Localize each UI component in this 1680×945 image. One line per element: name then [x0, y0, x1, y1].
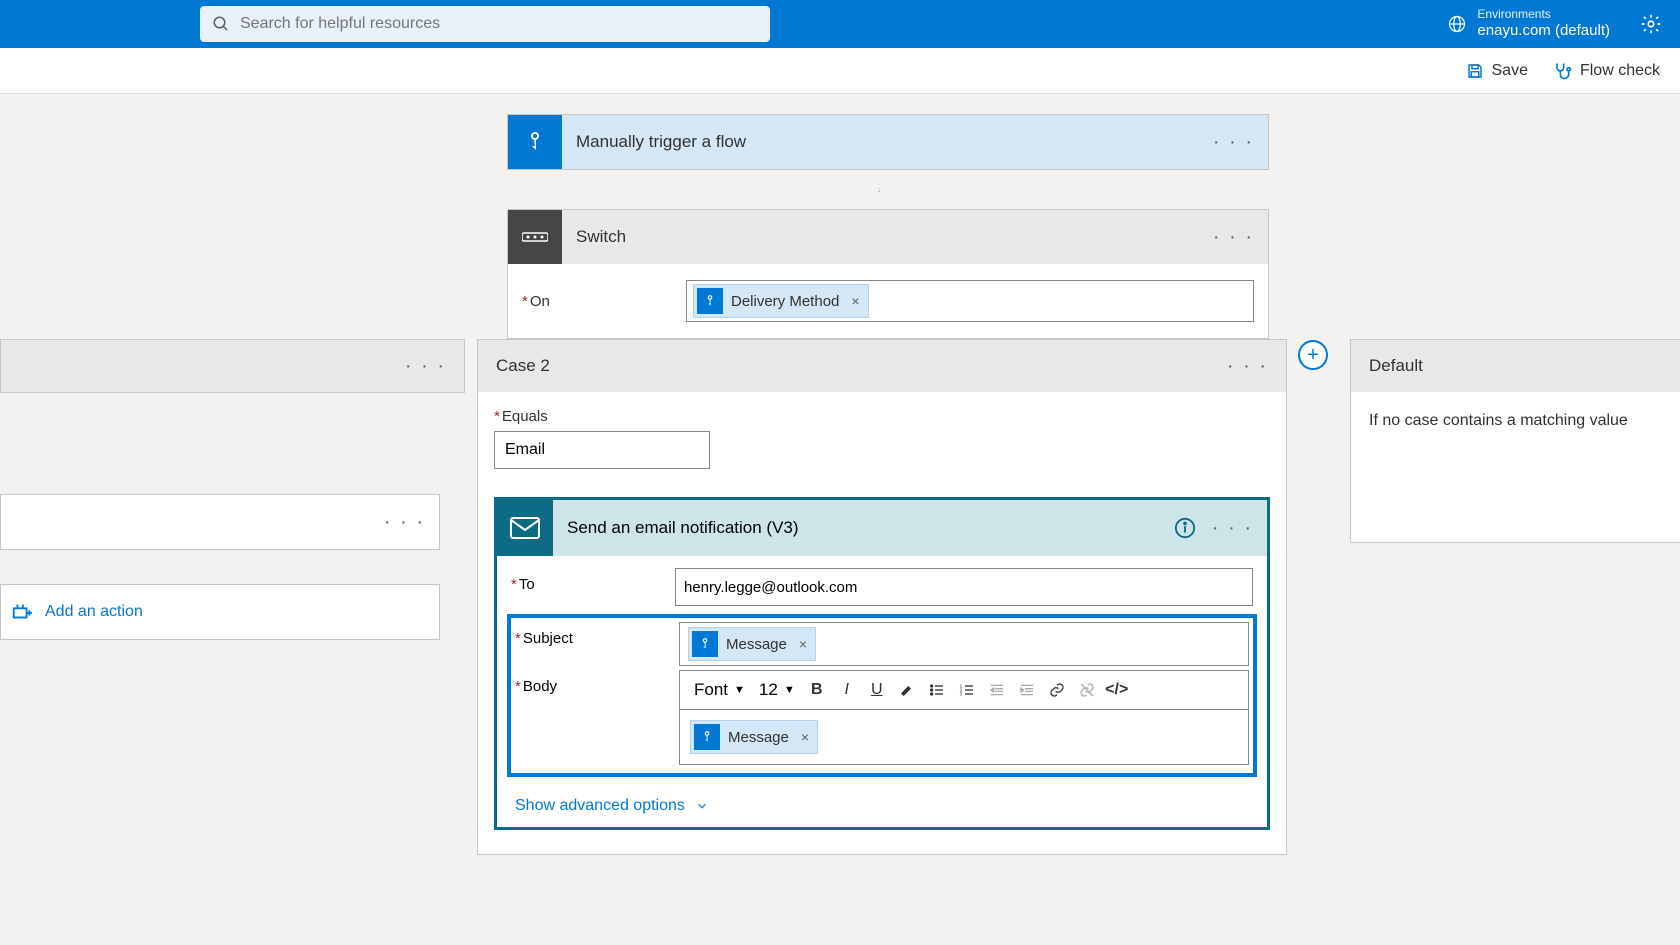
switch-on-field[interactable]: Delivery Method ×: [686, 280, 1254, 322]
email-icon: [497, 500, 553, 556]
case1-action-slot[interactable]: · · ·: [0, 494, 440, 550]
default-description: If no case contains a matching value: [1351, 392, 1680, 542]
command-bar: Save Flow check: [0, 48, 1680, 94]
highlight-button[interactable]: [893, 677, 921, 703]
token-icon: [694, 724, 720, 750]
email-more-button[interactable]: · · ·: [1212, 517, 1253, 540]
to-label: To: [511, 568, 675, 593]
search-input[interactable]: [240, 15, 758, 33]
flow-check-label: Flow check: [1580, 62, 1660, 80]
rich-text-toolbar: Font ▼ 12 ▼ B I U 123: [679, 670, 1249, 709]
connector-arrow: [878, 171, 880, 209]
add-action-button[interactable]: Add an action: [0, 584, 440, 640]
case1-card[interactable]: · · ·: [0, 339, 465, 393]
info-icon: [1174, 517, 1196, 539]
switch-icon: [508, 210, 562, 264]
body-message-token[interactable]: Message ×: [690, 720, 818, 754]
gear-icon: [1640, 13, 1662, 35]
token-remove-button[interactable]: ×: [799, 636, 807, 652]
bullet-list-button[interactable]: [923, 677, 951, 703]
case2-card[interactable]: Case 2 · · · Equals Send an email notifi…: [477, 339, 1287, 855]
number-list-button[interactable]: 123: [953, 677, 981, 703]
case1-action-more-button[interactable]: · · ·: [384, 511, 425, 534]
subject-message-token[interactable]: Message ×: [688, 627, 816, 661]
top-bar: Environments enayu.com (default): [0, 0, 1680, 48]
font-select[interactable]: Font ▼: [688, 680, 751, 700]
subject-label: Subject: [515, 622, 679, 647]
link-button[interactable]: [1043, 677, 1071, 703]
switch-title: Switch: [562, 227, 1268, 247]
trigger-icon: [508, 115, 562, 169]
switch-on-label: On: [522, 293, 672, 310]
outdent-button[interactable]: [983, 677, 1011, 703]
save-label: Save: [1492, 62, 1528, 80]
environment-picker[interactable]: Environments enayu.com (default): [1447, 7, 1610, 41]
indent-icon: [1019, 682, 1035, 698]
equals-label: Equals: [494, 408, 1270, 425]
token-icon: [692, 631, 718, 657]
delivery-method-token[interactable]: Delivery Method ×: [693, 284, 869, 318]
env-label: Environments: [1477, 7, 1610, 22]
add-action-icon: [11, 601, 33, 623]
token-icon: [697, 288, 723, 314]
highlighted-fields: Subject Message × Body: [507, 614, 1257, 777]
trigger-card[interactable]: Manually trigger a flow · · ·: [507, 114, 1269, 170]
token-remove-button[interactable]: ×: [851, 293, 859, 309]
token-label: Delivery Method: [731, 293, 839, 310]
chevron-down-icon: [695, 799, 709, 813]
token-remove-button[interactable]: ×: [801, 729, 809, 745]
switch-more-button[interactable]: · · ·: [1213, 226, 1254, 249]
token-label: Message: [728, 729, 789, 746]
body-field[interactable]: Message ×: [679, 709, 1249, 765]
bold-button[interactable]: B: [803, 677, 831, 703]
advanced-options-label: Show advanced options: [515, 797, 685, 815]
search-box[interactable]: [200, 6, 770, 42]
number-list-icon: 123: [959, 682, 975, 698]
unlink-icon: [1079, 682, 1095, 698]
svg-text:3: 3: [959, 691, 962, 696]
default-card[interactable]: Default If no case contains a matching v…: [1350, 339, 1680, 543]
subject-field[interactable]: Message ×: [679, 622, 1249, 666]
switch-card[interactable]: Switch · · · On Delivery Method ×: [507, 209, 1269, 339]
code-view-button[interactable]: </>: [1103, 677, 1131, 703]
save-button[interactable]: Save: [1466, 62, 1528, 80]
settings-button[interactable]: [1640, 13, 1662, 35]
indent-button[interactable]: [1013, 677, 1041, 703]
highlight-icon: [899, 682, 915, 698]
body-label: Body: [515, 670, 679, 695]
underline-button[interactable]: U: [863, 677, 891, 703]
email-action-title: Send an email notification (V3): [553, 518, 1174, 538]
globe-icon: [1447, 14, 1467, 34]
unlink-button[interactable]: [1073, 677, 1101, 703]
link-icon: [1049, 682, 1065, 698]
save-icon: [1466, 62, 1484, 80]
outdent-icon: [989, 682, 1005, 698]
to-field[interactable]: henry.legge@outlook.com: [675, 568, 1253, 606]
italic-button[interactable]: I: [833, 677, 861, 703]
case1-more-button[interactable]: · · ·: [405, 355, 446, 378]
show-advanced-options[interactable]: Show advanced options: [511, 785, 1253, 819]
stethoscope-icon: [1552, 61, 1572, 81]
bullet-list-icon: [929, 682, 945, 698]
flow-canvas[interactable]: Manually trigger a flow · · · Switch · ·…: [0, 94, 1680, 945]
trigger-title: Manually trigger a flow: [562, 132, 1268, 152]
add-action-label: Add an action: [45, 603, 143, 621]
default-title: Default: [1369, 356, 1423, 376]
case2-title: Case 2: [496, 356, 550, 376]
info-button[interactable]: [1174, 517, 1196, 539]
email-action-card[interactable]: Send an email notification (V3) · · · To…: [494, 497, 1270, 830]
env-value: enayu.com (default): [1477, 22, 1610, 41]
equals-input[interactable]: [494, 431, 710, 469]
token-label: Message: [726, 636, 787, 653]
font-size-select[interactable]: 12 ▼: [753, 680, 801, 700]
case2-more-button[interactable]: · · ·: [1227, 355, 1268, 378]
add-case-button[interactable]: +: [1298, 340, 1328, 370]
trigger-more-button[interactable]: · · ·: [1213, 131, 1254, 154]
flow-checker-button[interactable]: Flow check: [1552, 61, 1660, 81]
search-icon: [212, 15, 230, 33]
